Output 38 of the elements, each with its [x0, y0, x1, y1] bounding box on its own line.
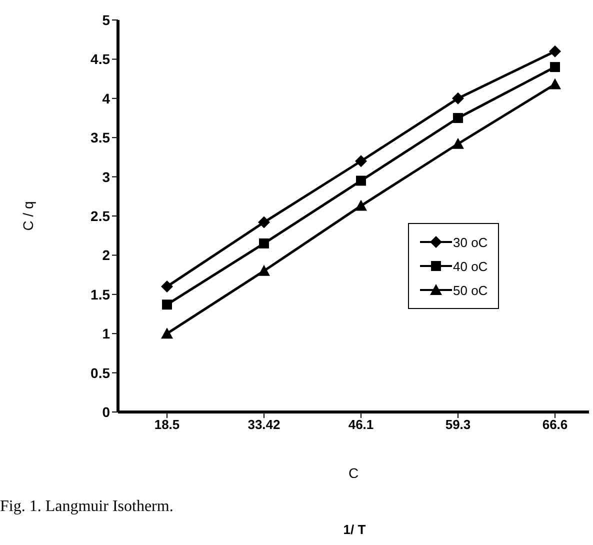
y-tick-label: 0 — [102, 404, 110, 420]
y-tick-label: 1.5 — [90, 286, 110, 302]
point — [355, 200, 367, 211]
point — [259, 238, 269, 248]
point — [162, 300, 172, 310]
legend-label: 50 oC — [453, 282, 488, 298]
y-tick-label: 0.5 — [90, 364, 110, 381]
y-axis-title: C / q — [20, 201, 36, 231]
y-tick-label: 1 — [102, 326, 110, 342]
point — [453, 113, 463, 123]
point — [258, 216, 270, 228]
x-axis-title: C — [348, 465, 359, 481]
point — [452, 138, 464, 149]
point — [161, 280, 173, 293]
y-tick-label: 5 — [102, 12, 110, 28]
legend-label: 30 oC — [453, 234, 488, 250]
x-tick-label: 33.42 — [248, 417, 280, 432]
legend-label: 40 oC — [453, 258, 488, 274]
point — [549, 78, 561, 90]
x-tick-label: 66.6 — [542, 417, 568, 432]
point — [549, 45, 561, 58]
caption: Fig. 1. Langmuir Isotherm. — [0, 498, 174, 516]
y-tick-label: 3 — [102, 168, 110, 185]
y-tick-label: 4.5 — [90, 51, 110, 68]
point — [452, 92, 464, 104]
text: 1/ T — [342, 522, 367, 537]
y-tick-label: 3.5 — [90, 130, 110, 146]
point — [550, 62, 560, 72]
point — [161, 328, 173, 339]
x-tick-label: 46.1 — [348, 417, 374, 432]
y-tick-label: 2 — [102, 247, 110, 264]
point — [355, 155, 367, 168]
x-tick-label: 18.5 — [154, 417, 180, 432]
y-tick-label: 4 — [102, 90, 110, 106]
y-tick-label: 2.5 — [90, 208, 110, 224]
x-tick-label: 59.3 — [445, 417, 471, 432]
point — [258, 264, 270, 276]
point — [356, 176, 366, 186]
